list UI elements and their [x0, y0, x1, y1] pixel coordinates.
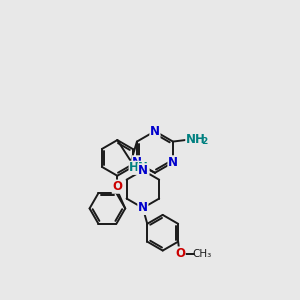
Text: 2: 2 [202, 137, 208, 146]
Text: HN: HN [129, 161, 149, 174]
Text: N: N [138, 164, 148, 177]
Text: N: N [150, 125, 160, 138]
Text: O: O [112, 180, 122, 193]
Text: NH: NH [186, 133, 206, 146]
Text: N: N [132, 156, 142, 169]
Text: N: N [168, 156, 178, 169]
Text: O: O [175, 247, 185, 260]
Text: CH₃: CH₃ [192, 248, 212, 259]
Text: N: N [138, 202, 148, 214]
